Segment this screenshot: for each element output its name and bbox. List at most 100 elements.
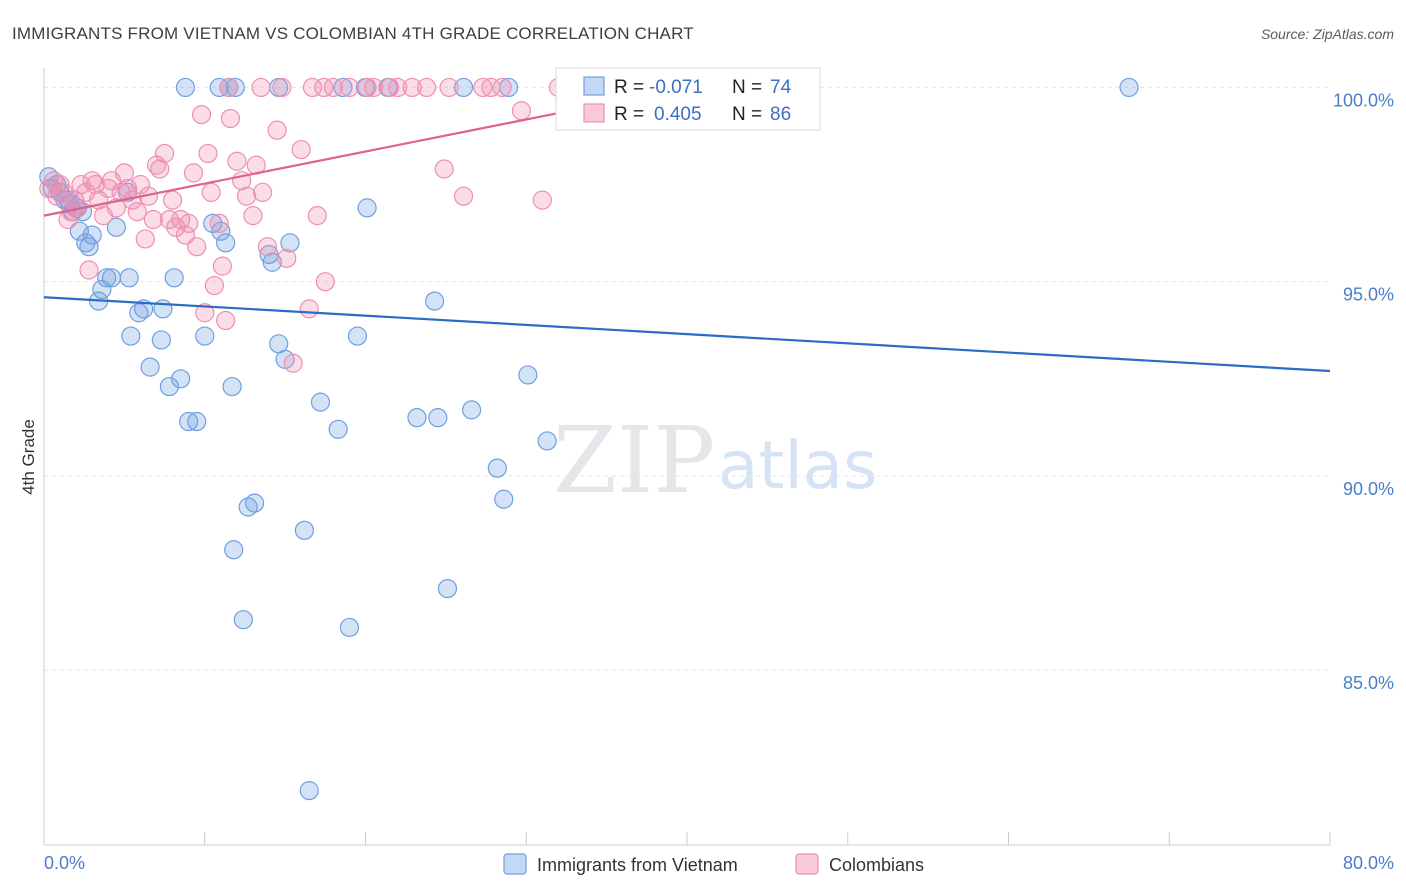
vietnam-point-8 xyxy=(69,221,89,241)
colombians-point-18 xyxy=(106,198,126,218)
stats-r-label-vietnam: R = xyxy=(614,77,644,98)
vietnam-point-43 xyxy=(294,520,315,540)
vietnam-point-21 xyxy=(140,357,160,377)
vietnam-point-37 xyxy=(244,493,265,513)
vietnam-point-28 xyxy=(187,411,207,432)
y-tick-label-1: 95.0% xyxy=(1343,285,1394,305)
colombians-point-82 xyxy=(388,77,408,98)
y-tick-labels: 100.0% 95.0% 90.0% 85.0% xyxy=(1333,90,1394,693)
colombians-point-58 xyxy=(291,139,311,160)
vietnam-point-45 xyxy=(310,392,331,412)
stats-n-label-vietnam: N = xyxy=(732,77,762,98)
vietnam-point-25 xyxy=(164,268,184,288)
vietnam-point-35 xyxy=(233,610,253,630)
stats-swatch-vietnam xyxy=(583,76,605,96)
colombians-point-27 xyxy=(143,209,163,230)
colombians-point-76 xyxy=(219,77,239,98)
colombians-point-69 xyxy=(453,186,474,206)
colombians-point-71 xyxy=(492,77,512,98)
colombians-point-16 xyxy=(98,178,118,199)
stats-n-value-vietnam: 74 xyxy=(770,77,792,98)
vietnam-point-51 xyxy=(407,408,427,428)
colombians-point-36 xyxy=(179,213,199,233)
vietnam-point-48 xyxy=(347,326,368,346)
colombians-point-42 xyxy=(201,182,221,202)
colombians-point-67 xyxy=(416,77,437,98)
colombians-point-61 xyxy=(315,272,335,292)
vietnam-point-14 xyxy=(97,268,117,288)
colombians-point-11 xyxy=(79,260,99,280)
vietnam-point-24 xyxy=(159,376,179,397)
colombians-point-83 xyxy=(439,77,459,98)
x-tick-label-min: 0.0% xyxy=(44,853,85,873)
colombians-point-38 xyxy=(187,237,207,257)
stats-n-label-colombians: N = xyxy=(732,104,762,125)
colombians-point-25 xyxy=(135,229,155,249)
colombians-point-30 xyxy=(154,143,175,164)
stats-r-value-colombians: 0.405 xyxy=(654,104,702,125)
colombians-point-59 xyxy=(299,299,319,319)
vietnam-point-61 xyxy=(209,77,229,98)
colombians-point-13 xyxy=(85,174,106,195)
stats-box: R = -0.071 N = 74 R = 0.405 N = 86 xyxy=(555,67,821,131)
watermark-atlas: atlas xyxy=(718,427,878,504)
vietnam-point-29 xyxy=(195,326,215,346)
colombians-point-43 xyxy=(204,275,224,296)
vietnam-point-56 xyxy=(487,458,507,478)
colombians-point-39 xyxy=(191,105,212,125)
y-axis-label: 4th Grade xyxy=(19,419,38,495)
colombians-point-79 xyxy=(302,77,323,98)
colombians-point-72 xyxy=(511,101,532,121)
vietnam-point-46 xyxy=(328,419,348,439)
vietnam-point-67 xyxy=(453,77,474,98)
vietnam-point-60 xyxy=(175,77,196,98)
colombians-point-64 xyxy=(357,77,377,98)
vietnam-point-54 xyxy=(437,578,458,599)
colombians-point-40 xyxy=(195,303,215,323)
legend: Immigrants from Vietnam Colombians xyxy=(503,853,924,875)
vietnam-point-70 xyxy=(1119,77,1139,98)
y-tick-label-3: 85.0% xyxy=(1343,673,1394,693)
vietnam-point-49 xyxy=(357,198,377,218)
colombians-point-44 xyxy=(209,213,229,233)
vietnam-point-47 xyxy=(339,617,360,638)
vietnam-point-10 xyxy=(79,237,99,257)
y-tick-label-0: 100.0% xyxy=(1333,90,1394,110)
colombians-point-53 xyxy=(253,182,273,202)
colombians-point-4 xyxy=(53,182,73,202)
vietnam-point-17 xyxy=(119,268,139,288)
colombians-point-45 xyxy=(212,256,233,276)
legend-label-colombians: Colombians xyxy=(829,855,924,875)
colombians-point-37 xyxy=(183,163,204,183)
stats-n-value-colombians: 86 xyxy=(770,104,791,125)
y-tick-label-2: 90.0% xyxy=(1343,479,1394,499)
colombians-point-68 xyxy=(434,159,454,179)
colombians-point-46 xyxy=(216,310,236,331)
vietnam-point-30 xyxy=(203,213,223,233)
colombians-point-29 xyxy=(150,159,170,179)
colombians-point-51 xyxy=(243,206,263,226)
vietnam-point-57 xyxy=(494,489,514,509)
stats-swatch-colombians xyxy=(583,103,605,123)
vietnam-point-15 xyxy=(101,268,122,288)
colombians-point-57 xyxy=(283,353,303,373)
colombians-point-50 xyxy=(236,186,257,206)
trend-line-vietnam xyxy=(43,296,1331,373)
colombians-point-66 xyxy=(402,77,422,98)
vietnam-point-16 xyxy=(106,217,126,237)
colombians-point-63 xyxy=(339,77,360,98)
colombians-point-23 xyxy=(127,202,147,222)
vietnam-point-44 xyxy=(299,781,319,801)
colombians-point-81 xyxy=(363,77,384,98)
vietnam-point-20 xyxy=(134,299,154,319)
colombians-point-55 xyxy=(267,120,287,140)
vietnam-point-26 xyxy=(171,369,191,389)
x-tick-label-max: 80.0% xyxy=(1343,853,1394,873)
legend-swatch-vietnam xyxy=(503,853,527,875)
vietnam-point-27 xyxy=(179,411,199,432)
colombians-point-62 xyxy=(323,77,343,98)
vietnam-point-39 xyxy=(262,252,282,272)
vietnam-point-63 xyxy=(225,77,245,98)
vietnam-point-53 xyxy=(425,291,445,311)
colombians-point-70 xyxy=(473,77,493,98)
